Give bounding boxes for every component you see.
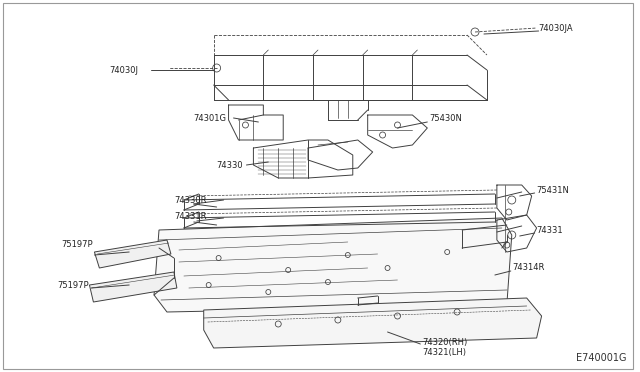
- Text: E740001G: E740001G: [577, 353, 627, 363]
- Text: 75431N: 75431N: [536, 186, 570, 195]
- Polygon shape: [90, 272, 177, 302]
- Text: 74330: 74330: [216, 160, 243, 170]
- Text: 74030J: 74030J: [109, 65, 138, 74]
- Text: 75430N: 75430N: [429, 113, 462, 122]
- Text: 74331R: 74331R: [174, 212, 207, 221]
- Text: 74321(LH): 74321(LH): [422, 347, 467, 356]
- Text: 75197P: 75197P: [58, 280, 89, 289]
- Text: 75197P: 75197P: [61, 240, 93, 248]
- Text: 74320(RH): 74320(RH): [422, 337, 468, 346]
- Polygon shape: [95, 240, 171, 268]
- Text: 74030JA: 74030JA: [539, 23, 573, 32]
- Polygon shape: [154, 218, 512, 312]
- Text: 74314R: 74314R: [513, 263, 545, 273]
- Text: 74301G: 74301G: [194, 113, 227, 122]
- Text: 74331: 74331: [536, 225, 563, 234]
- Text: 74330R: 74330R: [174, 196, 207, 205]
- Polygon shape: [204, 298, 541, 348]
